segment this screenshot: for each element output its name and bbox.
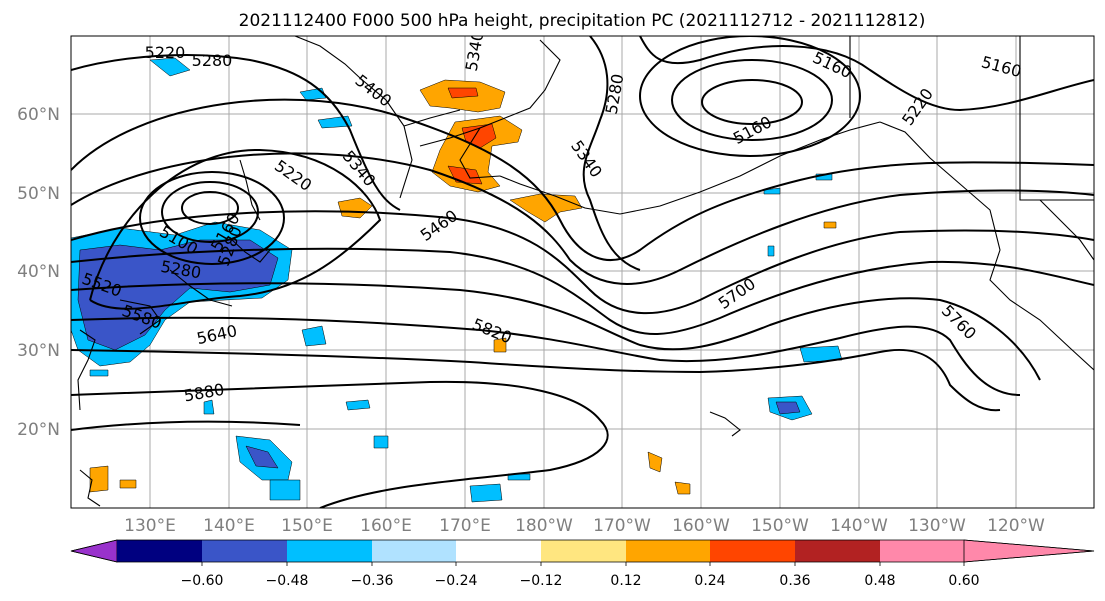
lon-label: 120°W [987,516,1045,536]
colorbar: −0.60 −0.48 −0.36 −0.24 −0.12 0.12 0.24 … [70,539,1095,589]
colorbar-segment [626,540,710,562]
contour-label: 5280 [192,51,233,70]
lat-label: 50°N [17,184,60,204]
colorbar-segment [795,540,880,562]
colorbar-tick-label: 0.48 [864,573,895,589]
colorbar-tick-label: −0.60 [181,573,224,589]
lon-label: 170°E [439,516,491,536]
lat-label: 30°N [17,341,60,361]
lon-label: 140°W [830,516,888,536]
colorbar-segment [456,540,541,562]
map-panel: 5220 5280 5400 5340 5220 5160 5280 5340 … [71,36,1094,508]
lon-label: 130°E [124,516,176,536]
colorbar-tick-label: −0.24 [435,573,478,589]
precip-positive [89,79,837,495]
colorbar-segment [287,540,372,562]
colorbar-segment [880,540,964,562]
colorbar-tick-label: 0.60 [948,573,979,589]
colorbar-segment [541,540,626,562]
lon-label: 180°W [515,516,573,536]
colorbar-segment [710,540,795,562]
colorbar-tick-label: 0.36 [779,573,810,589]
colorbar-segment [372,540,456,562]
lon-label: 150°W [751,516,809,536]
coastlines [77,36,1094,507]
colorbar-segment [117,540,202,562]
colorbar-tick-label: 0.12 [610,573,641,589]
lat-label: 60°N [17,105,60,125]
map-title: 2021112400 F000 500 hPa height, precipit… [239,11,926,31]
precip-negative [71,57,843,503]
lat-labels: 60°N 50°N 40°N 30°N 20°N [17,105,60,440]
colorbar-extend-right [963,539,1095,563]
colorbar-tick-label: −0.36 [351,573,394,589]
lon-label: 160°E [360,516,412,536]
lon-label: 150°E [281,516,333,536]
lon-label: 160°W [672,516,730,536]
height-contours [71,36,1094,508]
map-frame [70,35,1095,509]
colorbar-tick-label: −0.12 [520,573,563,589]
lon-label: 130°W [908,516,966,536]
lon-label: 170°W [593,516,651,536]
colorbar-segment [202,540,287,562]
lon-labels: 130°E 140°E 150°E 160°E 170°E 180°W 170°… [124,516,1045,536]
colorbar-tick-label: −0.48 [266,573,309,589]
colorbar-tick-label: 0.24 [694,573,725,589]
lat-label: 20°N [17,420,60,440]
lat-label: 40°N [17,262,60,282]
contour-label: 5220 [145,43,186,62]
colorbar-extend-left [70,539,118,563]
lon-label: 140°E [203,516,255,536]
